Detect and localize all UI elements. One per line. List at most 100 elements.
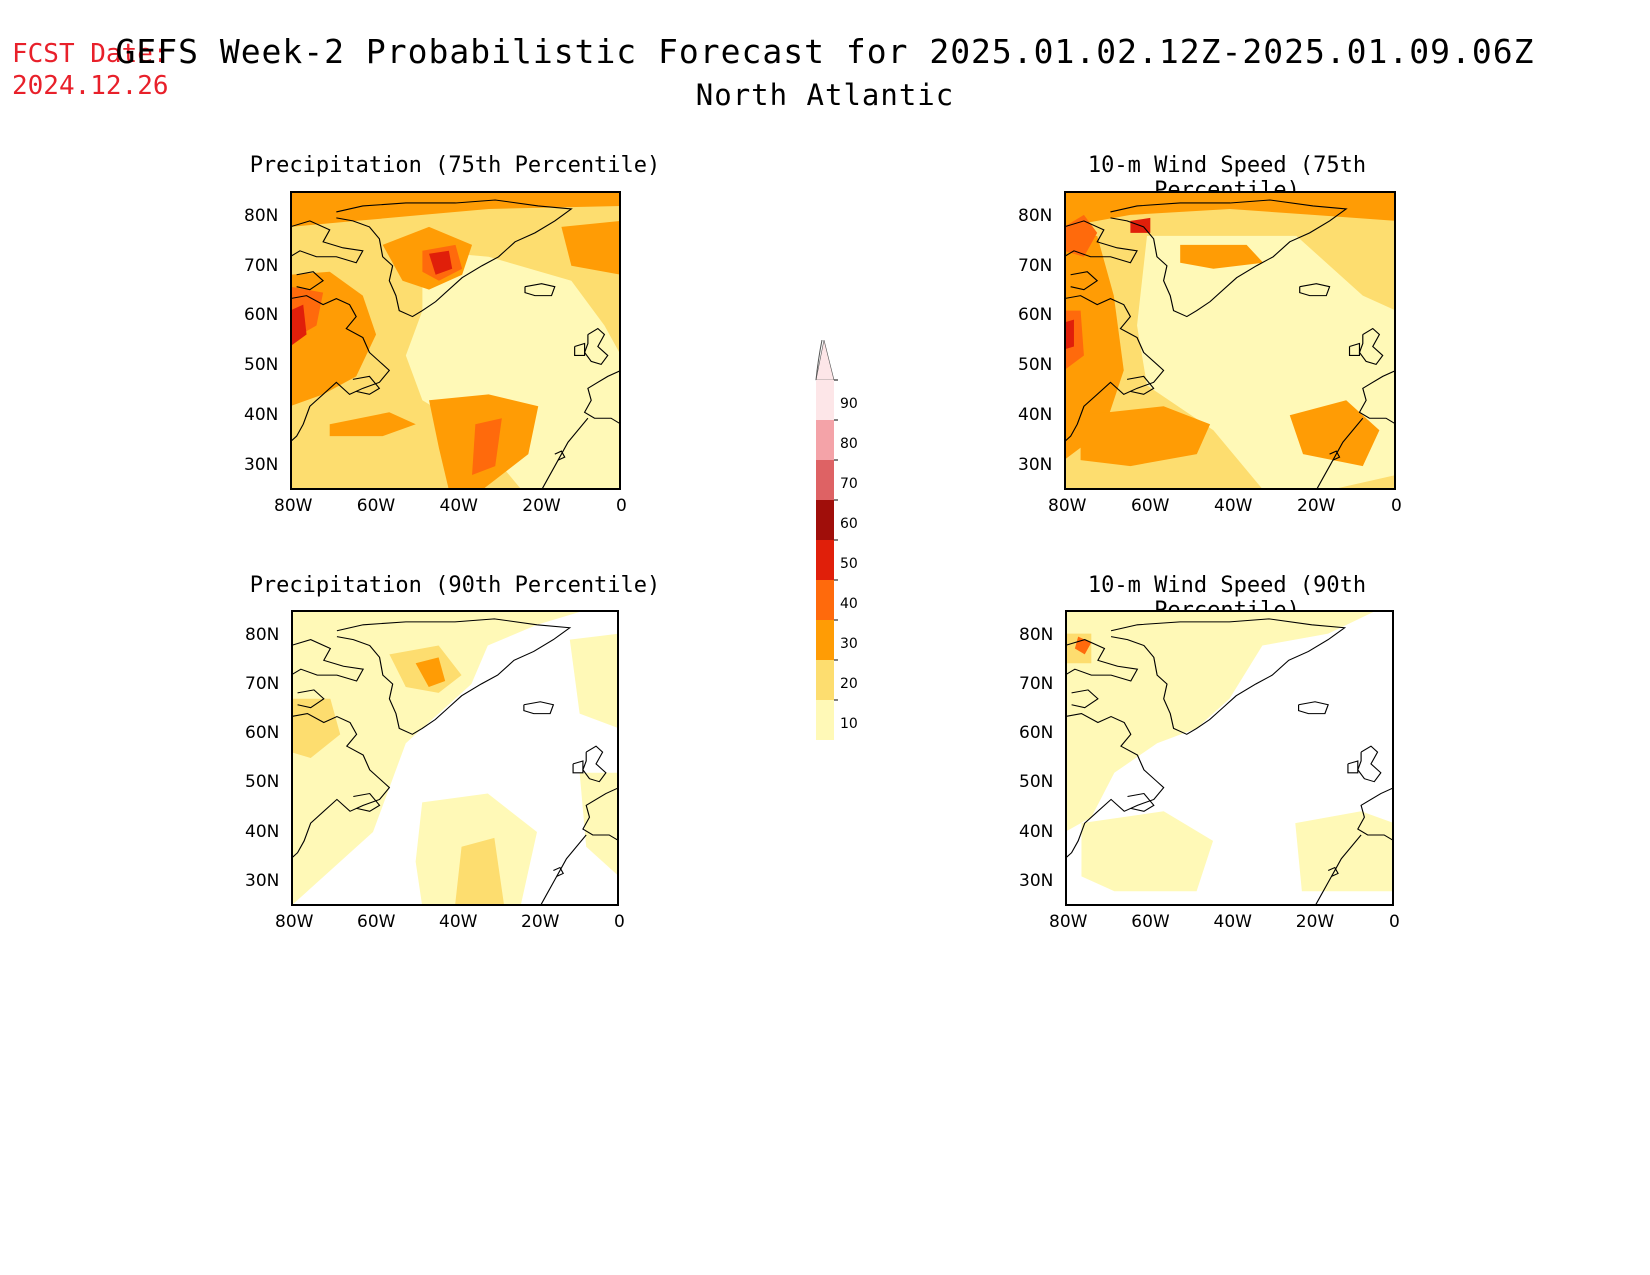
lon-tick-label: 40W [439,496,478,516]
colorbar-label: 40 [840,596,858,612]
shade-10 [1065,610,1378,832]
shade-10 [1081,811,1214,892]
lon-tick-label: 40W [439,912,478,932]
colorbar-label: 20 [840,676,858,692]
map-graphic [1065,610,1394,906]
lat-tick-label: 50N [1019,772,1054,793]
canary-islands-coastline [1327,866,1339,877]
newfoundland-coastline [352,375,381,395]
lat-tick-label: 70N [1018,255,1053,276]
lon-tick-label: 20W [1297,496,1336,516]
africa-coastline [1315,417,1364,490]
shade-30 [1064,235,1124,461]
fcst-date-block: FCST Date: 2024.12.26 [12,38,169,102]
colorbar-segment [816,620,834,660]
fcst-date-value: 2024.12.26 [12,71,169,101]
lat-tick-label: 60N [1019,722,1054,743]
colorbar-label: 90 [840,396,858,412]
lat-tick-label: 60N [244,305,279,326]
greenland-coastline [1110,199,1348,318]
ireland-coastline [574,342,586,356]
canadian-arctic-coastline [1064,220,1138,264]
shade-30 [1180,244,1264,269]
shade-30 [329,412,416,437]
wind-90-map [1065,610,1394,906]
lat-tick-label: 40N [245,822,280,842]
colorbar-segment [816,700,834,740]
lat-tick-label: 30N [1019,870,1054,891]
colorbar-segment [816,580,834,620]
north-america-coastline [291,713,391,860]
africa-coastline [1314,834,1362,906]
north-america-coastline [290,295,391,443]
british-isles-coastline [583,327,609,366]
lat-tick-label: 70N [244,255,279,276]
lon-tick-label: 20W [521,912,560,932]
north-america-coastline [1064,295,1165,443]
precip-90-map [291,610,619,906]
baffin-coastline [296,271,324,291]
lat-tick-label: 50N [245,772,280,793]
lon-tick-label: 20W [1295,912,1335,932]
colorbar-segment [816,420,834,460]
lat-tick-label: 40N [1019,822,1054,842]
colorbar-label: 10 [840,716,858,732]
shade-40 [472,418,502,476]
greenland-coastline [336,618,572,735]
shade-10 [1295,811,1394,892]
lat-tick-label: 60N [245,722,280,743]
shade-50 [290,304,307,347]
baffin-coastline [1071,689,1099,709]
lat-tick-label: 30N [244,454,279,475]
lon-tick-label: 80W [1048,496,1087,516]
baffin-coastline [297,689,325,709]
map-graphic [291,610,619,906]
lat-tick-label: 80N [245,625,280,646]
newfoundland-coastline [1127,792,1155,812]
iberia-coastline [1358,369,1396,425]
shade-10 [579,772,619,877]
colorbar-label: 30 [840,636,858,652]
shade-40 [1064,214,1098,257]
lat-tick-label: 80N [1018,206,1053,227]
lat-tick-label: 70N [1019,674,1054,694]
lon-tick-label: 80W [274,496,313,516]
lat-tick-label: 80N [1019,625,1054,646]
lon-tick-label: 60W [1131,912,1170,932]
iceland-coastline [524,283,556,297]
iceland-coastline [523,701,555,715]
lat-tick-label: 30N [1018,454,1053,475]
shade-30 [1080,406,1211,467]
lon-tick-label: 80W [1049,912,1088,932]
fcst-date-label: FCST Date: [12,39,169,69]
lon-tick-label: 20W [522,496,561,516]
iceland-coastline [1299,283,1331,297]
shade-20 [455,837,505,906]
colorbar-label: 70 [840,476,858,492]
ireland-coastline [1347,760,1359,774]
colorbar-segment [816,380,834,420]
lat-tick-label: 40N [1018,405,1053,426]
iberia-coastline [1357,787,1394,842]
lat-tick-label: 30N [245,870,280,891]
north-america-coastline [1065,713,1165,860]
lon-tick-label: 60W [356,496,396,516]
iberia-coastline [582,787,619,842]
canary-islands-coastline [554,450,566,461]
colorbar-segment [816,460,834,500]
shade-50 [429,250,453,275]
greenland-coastline [336,199,573,318]
british-isles-coastline [1357,745,1382,783]
panel-title-precip-90: Precipitation (90th Percentile) [249,573,661,598]
shade-20 [291,698,341,758]
baffin-coastline [1070,271,1099,291]
colorbar-label: 80 [840,436,858,452]
shade-50 [1064,319,1074,350]
newfoundland-coastline [353,792,381,812]
africa-coastline [541,417,589,490]
lon-tick-label: 0 [1391,496,1402,516]
lat-tick-label: 50N [244,355,279,376]
newfoundland-coastline [1126,375,1155,395]
ireland-coastline [1348,342,1361,356]
canary-islands-coastline [553,866,565,877]
